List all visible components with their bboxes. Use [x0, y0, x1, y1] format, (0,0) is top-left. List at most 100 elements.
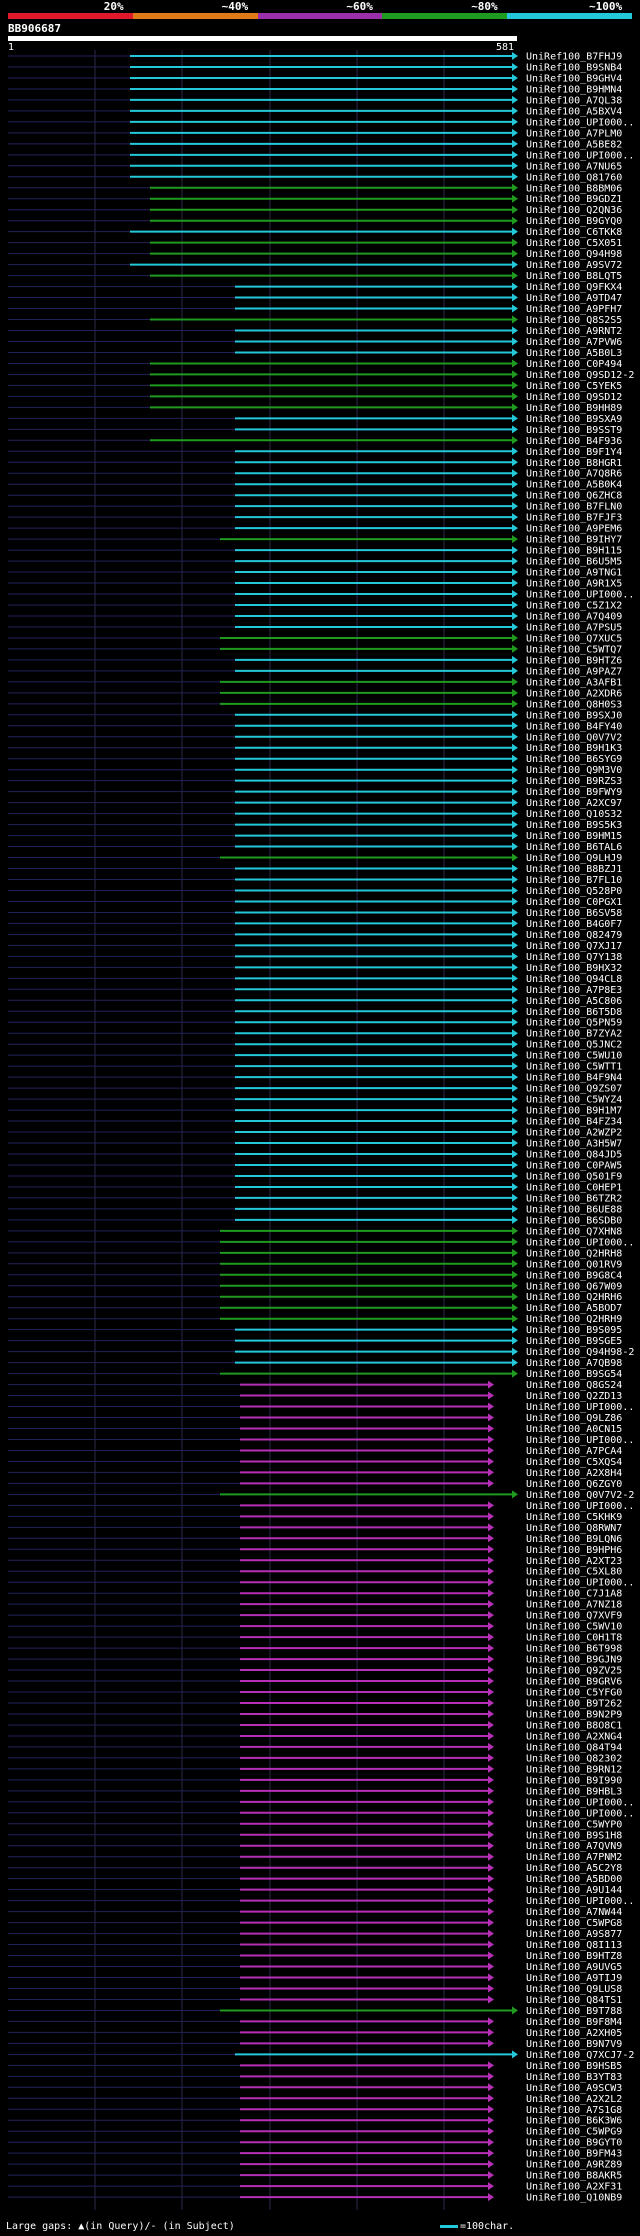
hit-arrow	[488, 1622, 494, 1631]
hit-arrow	[488, 1874, 494, 1883]
hit-label: UniRef100_Q7XJ17	[526, 941, 622, 952]
hit-arrow	[488, 1984, 494, 1993]
hit-arrow	[512, 84, 518, 93]
hit-label: UniRef100_A9SCW3	[526, 2083, 622, 2094]
hit-label: UniRef100_C5WTT1	[526, 1062, 622, 1073]
hit-label: UniRef100_B7FLN0	[526, 502, 622, 513]
hit-arrow	[512, 282, 518, 291]
hit-arrow	[488, 1512, 494, 1521]
hit-label: UniRef100_B9GJN9	[526, 1655, 622, 1666]
hit-arrow	[512, 1150, 518, 1158]
coverage-label: ~40%	[221, 0, 249, 13]
hit-label: UniRef100_A9TD47	[526, 293, 622, 304]
hit-arrow	[512, 1347, 518, 1356]
hit-arrow	[488, 1556, 494, 1565]
hit-label: UniRef100_B4F936	[526, 436, 622, 447]
hit-arrow	[512, 348, 518, 357]
hit-label: UniRef100_B8LQT5	[526, 271, 622, 282]
hit-label: UniRef100_A9UVG5	[526, 1962, 622, 1973]
hit-label: UniRef100_A9PFH7	[526, 304, 622, 315]
hit-arrow	[512, 974, 518, 983]
hit-arrow	[488, 1578, 494, 1587]
hit-arrow	[488, 1863, 494, 1872]
hit-arrow	[512, 1314, 518, 1323]
hit-label: UniRef100_A7QVN9	[526, 1841, 622, 1852]
hit-arrow	[512, 326, 518, 335]
hit-arrow	[512, 1084, 518, 1093]
hit-label: UniRef100_C5YFG0	[526, 1688, 622, 1699]
hit-arrow	[512, 655, 518, 664]
hit-arrow	[512, 941, 518, 950]
hit-label: UniRef100_A2XH05	[526, 2028, 622, 2039]
hit-label: UniRef100_UPI000..	[526, 1896, 634, 1907]
hit-arrow	[512, 1358, 518, 1367]
hit-label: UniRef100_B9F8M4	[526, 2017, 622, 2028]
hit-label: UniRef100_A9S877	[526, 1929, 622, 1940]
hit-arrow	[512, 62, 518, 71]
hit-label: UniRef100_B9S1H8	[526, 1830, 622, 1841]
hit-label: UniRef100_B9HBL3	[526, 1786, 622, 1797]
hit-arrow	[512, 139, 518, 148]
hit-label: UniRef100_B7FHJ9	[526, 52, 622, 63]
hit-label: UniRef100_A7NU65	[526, 161, 622, 172]
hit-arrow	[512, 524, 518, 533]
hit-label: UniRef100_B6SV58	[526, 908, 622, 919]
hit-arrow	[488, 1457, 494, 1466]
hit-arrow	[488, 1468, 494, 1477]
hit-arrow	[512, 1259, 518, 1268]
hit-arrow	[512, 1490, 518, 1499]
hit-label: UniRef100_Q10NB9	[526, 2193, 622, 2204]
hit-label: UniRef100_C5WYP0	[526, 1819, 622, 1830]
hit-label: UniRef100_Q84JD5	[526, 1150, 622, 1161]
hit-arrow	[512, 1226, 518, 1235]
hit-arrow	[512, 1215, 518, 1224]
hit-label: UniRef100_B8O8C1	[526, 1720, 622, 1731]
hit-label: UniRef100_A7PVW6	[526, 337, 622, 348]
alignment-plot: UniRef100_B7FHJ9UniRef100_B9SNB4UniRef10…	[8, 50, 634, 2210]
hit-arrow	[512, 875, 518, 884]
hit-arrow	[512, 1325, 518, 1334]
hit-arrow	[488, 2138, 494, 2147]
hit-arrow	[512, 1281, 518, 1290]
hit-label: UniRef100_Q5PN59	[526, 1018, 622, 1029]
hit-arrow	[488, 1775, 494, 1784]
hit-label: UniRef100_UPI000..	[526, 1797, 634, 1808]
hit-arrow	[488, 2061, 494, 2070]
hit-label: UniRef100_B8AKR5	[526, 2171, 622, 2182]
hit-label: UniRef100_A2XDR6	[526, 688, 622, 699]
hit-label: UniRef100_B9SXJ0	[526, 710, 622, 721]
hit-label: UniRef100_A2XT23	[526, 1556, 622, 1567]
hit-label: UniRef100_A2XNG4	[526, 1731, 622, 1742]
hit-label: UniRef100_B9H1M7	[526, 1106, 622, 1117]
hit-label: UniRef100_B7FL10	[526, 875, 622, 886]
hit-arrow	[512, 919, 518, 928]
hit-label: UniRef100_B6TAL6	[526, 842, 622, 853]
hit-label: UniRef100_UPI000..	[526, 590, 634, 601]
hit-label: UniRef100_B9GDZ1	[526, 194, 622, 205]
hit-label: UniRef100_A9RNT2	[526, 326, 622, 337]
hit-arrow	[488, 2105, 494, 2114]
hit-arrow	[512, 447, 518, 456]
hit-label: UniRef100_UPI000..	[526, 117, 634, 128]
hit-label: UniRef100_C0H1T8	[526, 1633, 622, 1644]
hit-label: UniRef100_B9SXA9	[526, 414, 622, 425]
hit-arrow	[512, 546, 518, 555]
hit-label: UniRef100_B7ZYA2	[526, 1029, 622, 1040]
hit-label: UniRef100_A2XF31	[526, 2182, 622, 2193]
hit-arrow	[512, 622, 518, 631]
hit-arrow	[488, 1786, 494, 1795]
hit-arrow	[512, 194, 518, 203]
hit-arrow	[512, 1106, 518, 1115]
hit-arrow	[512, 205, 518, 214]
hit-arrow	[512, 963, 518, 972]
hit-label: UniRef100_Q94CL8	[526, 974, 622, 985]
hit-arrow	[512, 1139, 518, 1148]
hit-arrow	[512, 1171, 518, 1180]
hit-label: UniRef100_C5Z1X2	[526, 601, 622, 612]
hit-label: UniRef100_A9TIJ9	[526, 1973, 622, 1984]
hit-arrow	[488, 2193, 494, 2202]
hit-arrow	[512, 699, 518, 708]
hit-arrow	[488, 2017, 494, 2026]
hit-label: UniRef100_C5X051	[526, 238, 622, 249]
hit-arrow	[512, 469, 518, 478]
